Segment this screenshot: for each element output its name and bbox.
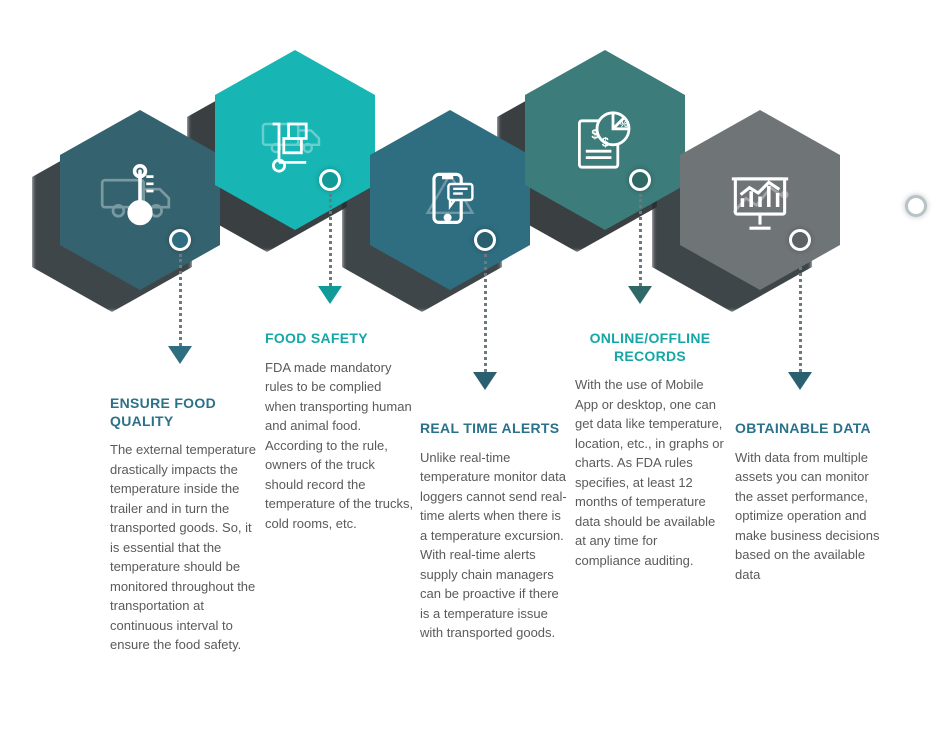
body-ensure-food-quality: The external temperature drastically imp…	[110, 440, 260, 655]
connector-dot-5	[789, 229, 811, 251]
connector-line-5	[799, 254, 802, 372]
text-col-ensure-food-quality: ENSURE FOOD QUALITY The external tempera…	[110, 395, 260, 655]
pie-dollar-icon: $ $ %	[565, 100, 645, 180]
connector-dot-3	[474, 229, 496, 251]
connector-line-3	[484, 254, 487, 372]
connector-line-2	[329, 194, 332, 286]
title-online-offline-records: ONLINE/OFFLINE RECORDS	[575, 330, 725, 365]
arrowhead-5	[788, 372, 812, 390]
arrowhead-4	[628, 286, 652, 304]
connector-line-1	[179, 254, 182, 346]
svg-text:$: $	[591, 126, 598, 141]
title-real-time-alerts: REAL TIME ALERTS	[420, 420, 570, 438]
analytics-board-icon	[716, 156, 804, 244]
text-col-food-safety: FOOD SAFETY FDA made mandatory rules to …	[265, 330, 415, 533]
title-ensure-food-quality: ENSURE FOOD QUALITY	[110, 395, 260, 430]
connector-line-4	[639, 194, 642, 286]
hand-truck-icon	[255, 100, 335, 180]
body-food-safety: FDA made mandatory rules to be complied …	[265, 358, 415, 534]
text-col-obtainable-data: OBTAINABLE DATA With data from multiple …	[735, 420, 885, 584]
arrowhead-3	[473, 372, 497, 390]
svg-text:$: $	[602, 134, 609, 149]
phone-alert-icon	[410, 160, 490, 240]
arrowhead-2	[318, 286, 342, 304]
text-col-real-time-alerts: REAL TIME ALERTS Unlike real-time temper…	[420, 420, 570, 643]
title-obtainable-data: OBTAINABLE DATA	[735, 420, 885, 438]
connector-dot-2	[319, 169, 341, 191]
body-online-offline-records: With the use of Mobile App or desktop, o…	[575, 375, 725, 570]
end-connector-dot	[905, 195, 927, 217]
connector-dot-1	[169, 229, 191, 251]
svg-text:%: %	[619, 119, 628, 130]
arrowhead-1	[168, 346, 192, 364]
body-real-time-alerts: Unlike real-time temperature monitor dat…	[420, 448, 570, 643]
text-col-online-offline-records: ONLINE/OFFLINE RECORDS With the use of M…	[575, 330, 725, 570]
connector-dot-4	[629, 169, 651, 191]
title-food-safety: FOOD SAFETY	[265, 330, 415, 348]
hex-obtainable-data	[680, 110, 840, 290]
body-obtainable-data: With data from multiple assets you can m…	[735, 448, 885, 585]
